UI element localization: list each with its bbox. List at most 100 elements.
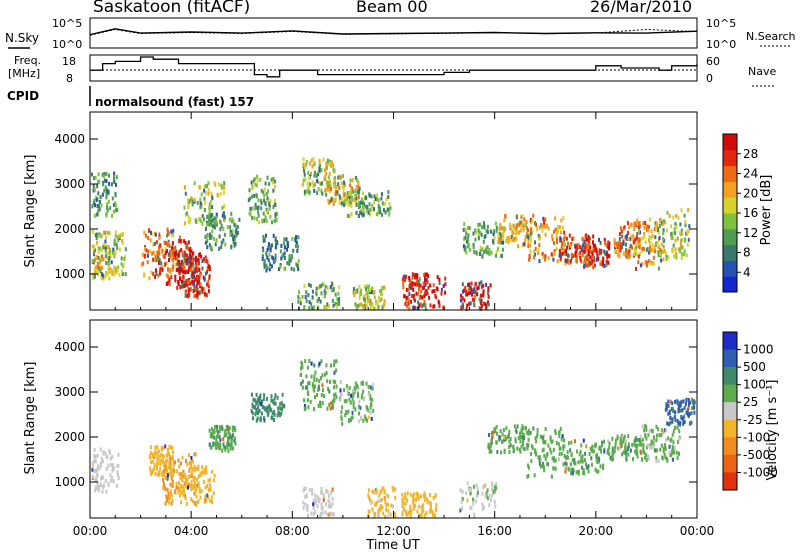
velocity-colorbar-tick-label: 100 [743, 378, 766, 392]
power-cell [402, 285, 405, 290]
power-cell [210, 221, 213, 226]
power-cell [672, 215, 675, 220]
power-cell [622, 239, 625, 244]
power-cell [99, 269, 102, 274]
velocity-cell [689, 421, 692, 426]
velocity-cell [671, 457, 674, 462]
power-colorbar-tick-label: 28 [743, 147, 758, 161]
power-cell [415, 272, 418, 277]
velocity-colorbar-swatch [723, 472, 737, 491]
power-cell [404, 302, 407, 306]
power-cell [547, 256, 550, 261]
power-cell [274, 238, 277, 243]
power-cell [223, 185, 225, 190]
power-cell [656, 228, 659, 232]
power-cell [192, 289, 195, 293]
power-cell [474, 290, 477, 294]
velocity-cell [675, 450, 678, 455]
power-cell [102, 245, 105, 250]
power-cell [140, 262, 143, 267]
ytick-label: 3000 [54, 177, 85, 191]
power-cell [640, 249, 643, 254]
velocity-cell [221, 448, 224, 453]
power-cell [252, 178, 255, 183]
power-cell [346, 191, 349, 196]
power-cell [606, 250, 608, 255]
power-cell [280, 256, 283, 261]
velocity-cell [543, 434, 546, 439]
velocity-cell [404, 496, 407, 501]
power-cell [204, 255, 207, 260]
velocity-cell [683, 420, 686, 424]
velocity-cell [361, 393, 364, 398]
velocity-cell [211, 434, 214, 439]
power-cell [274, 212, 277, 217]
power-cell [98, 180, 101, 185]
power-cell [406, 288, 408, 292]
power-cell [186, 243, 189, 248]
power-cell [185, 258, 188, 263]
velocity-cell [363, 396, 366, 401]
power-cell [93, 244, 96, 249]
power-cell [406, 295, 409, 300]
power-cell [369, 207, 372, 212]
velocity-cell [358, 411, 360, 416]
velocity-cell [91, 461, 94, 466]
velocity-cell [531, 446, 534, 450]
velocity-cell [645, 458, 648, 463]
power-cell [107, 190, 110, 195]
velocity-cell [96, 484, 99, 489]
power-cell [196, 257, 199, 262]
ytick-label: 1000 [54, 475, 85, 489]
power-cell [591, 258, 594, 263]
velocity-cell [307, 392, 310, 397]
power-cell [617, 252, 620, 257]
power-cell [212, 224, 214, 229]
power-cell [418, 282, 421, 287]
power-cell [308, 186, 310, 191]
power-cell [102, 273, 105, 278]
power-cell [272, 233, 275, 238]
power-cell [295, 235, 298, 240]
velocity-cell [679, 408, 682, 413]
power-cell [111, 196, 114, 201]
velocity-cell [428, 509, 431, 514]
power-cell [260, 206, 263, 211]
power-cell [269, 262, 271, 267]
power-cell [177, 253, 180, 258]
power-cell [678, 247, 681, 252]
power-cell [124, 272, 127, 277]
power-colorbar-swatch [723, 134, 737, 151]
power-cell [303, 172, 306, 177]
power-cell [158, 232, 161, 237]
power-cell [513, 236, 516, 241]
power-cell [187, 256, 190, 261]
velocity-cell [208, 483, 211, 487]
power-cell [199, 290, 202, 294]
power-cell [368, 290, 371, 295]
power-cell [629, 243, 632, 248]
power-cell [152, 250, 155, 255]
velocity-cell [226, 445, 229, 450]
velocity-cell [221, 427, 224, 432]
velocity-cell [271, 411, 274, 416]
velocity-cell [263, 393, 266, 398]
power-cell [164, 241, 167, 245]
velocity-cell [650, 445, 653, 450]
velocity-cell [622, 439, 625, 444]
power-cell [266, 247, 269, 252]
power-cell [274, 245, 277, 250]
velocity-cell [664, 437, 667, 442]
velocity-cell [270, 398, 273, 403]
power-cell [644, 260, 647, 265]
power-cell [185, 269, 188, 274]
power-cell [273, 218, 276, 223]
power-cell [255, 205, 258, 210]
power-cell [512, 237, 514, 242]
power-cell [481, 254, 484, 259]
velocity-cell [177, 458, 180, 463]
power-cell [155, 240, 158, 245]
velocity-cell [157, 457, 160, 462]
velocity-cell [339, 380, 342, 384]
power-cell [231, 231, 234, 236]
